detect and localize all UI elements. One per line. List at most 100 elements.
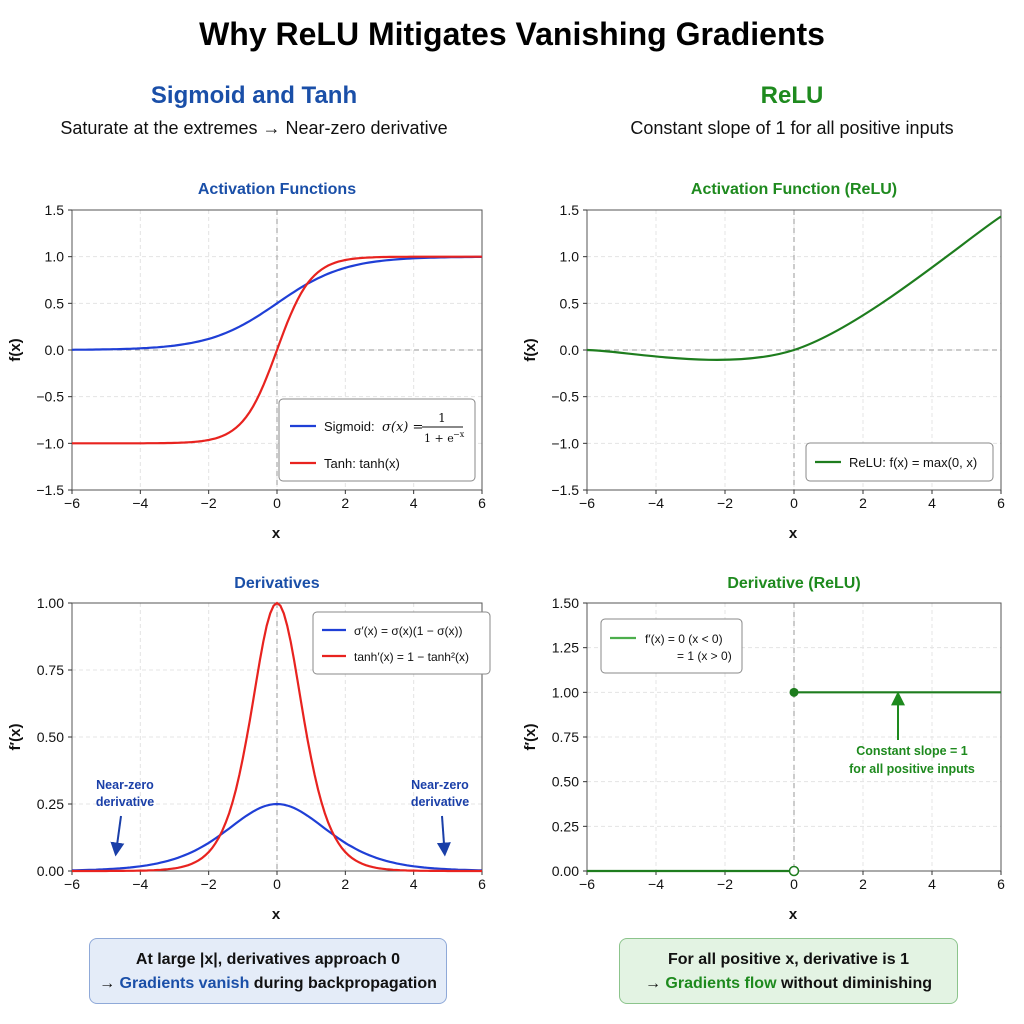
series-line-dtanh: [72, 601, 482, 873]
y-tick-label: 0.75: [552, 729, 579, 745]
legend-label-sigmoid: Sigmoid:: [324, 419, 375, 434]
legend-box: [805, 442, 994, 482]
y-tick-label: 1.25: [552, 640, 579, 656]
chart-title: Activation Functions: [198, 181, 356, 198]
y-tick-label: 0.50: [552, 774, 579, 790]
x-tick-label: 6: [997, 876, 1005, 892]
right-callout-line2: → Gradients flow without diminishing: [620, 972, 957, 996]
y-axis-label: f(x): [522, 338, 539, 361]
left-callout-box: At large |x|, derivatives approach 0 → G…: [89, 938, 447, 1004]
annotation-text-line2: derivative: [411, 795, 469, 809]
x-tick-label: −2: [201, 876, 217, 892]
chart-relu-derivative: Derivative (ReLU) −6 −4 −2 0 2 4 6 0.00 0.25 0.50 0…: [522, 575, 1005, 923]
y-tick-label: 0.25: [37, 796, 64, 812]
y-tick-label: −1.0: [551, 435, 579, 451]
y-tick-label: 1.00: [552, 684, 579, 700]
y-tick-label: 0.5: [45, 295, 65, 311]
left-callout-line2: → Gradients vanish during backpropagatio…: [90, 972, 446, 996]
legend-box: [600, 618, 743, 674]
legend: Sigmoid: σ(x) = 1 1 + e −x Tanh: tanh(x): [278, 398, 476, 482]
y-tick-label: −1.5: [36, 482, 64, 498]
legend-label-dsigmoid: σ′(x) = σ(x)(1 − σ(x)): [354, 624, 462, 638]
x-axis-label: x: [272, 906, 281, 923]
x-tick-label: −2: [717, 876, 733, 892]
right-column-subheading: Constant slope of 1 for all positive inp…: [630, 118, 954, 138]
y-tick-label: −1.0: [36, 435, 64, 451]
legend-box: [312, 611, 491, 675]
annotation-arrow: [436, 815, 451, 857]
closed-point-marker: [789, 687, 799, 697]
x-tick-label: −2: [201, 495, 217, 511]
x-tick-label: 2: [341, 876, 349, 892]
chart-title: Activation Function (ReLU): [691, 181, 897, 198]
x-tick-label: −4: [648, 495, 664, 511]
legend: f′(x) = 0 (x < 0) = 1 (x > 0) Constant slo…: [600, 618, 975, 776]
annotation-arrow: [110, 815, 125, 857]
left-column-subheading: Saturate at the extremes → Near-zero der…: [60, 118, 448, 138]
x-tick-label: −6: [579, 876, 595, 892]
x-tick-label: −2: [717, 495, 733, 511]
annotation-text-line1: Constant slope = 1: [856, 744, 968, 758]
chart-relu-activation: Activation Function (ReLU) −6 −4 −2 0 2 4 6 −1.5…: [522, 181, 1005, 542]
x-tick-label: 6: [478, 876, 486, 892]
x-tick-label: 2: [341, 495, 349, 511]
x-tick-label: 0: [273, 495, 281, 511]
legend: ReLU: f(x) = max(0, x): [805, 442, 994, 482]
x-axis-label: x: [272, 525, 281, 542]
series-line-sigmoid: [71, 255, 482, 351]
annotation-text-line2: for all positive inputs: [849, 762, 975, 776]
x-tick-label: 4: [410, 495, 418, 511]
y-tick-label: 0.75: [37, 662, 64, 678]
x-tick-label: 2: [859, 876, 867, 892]
legend-formula-sigmoid-exponent: −x: [453, 430, 465, 439]
legend-label-tanh: Tanh: tanh(x): [324, 456, 400, 471]
legend-label-dtanh: tanh′(x) = 1 − tanh²(x): [354, 650, 469, 664]
y-tick-label: 0.00: [552, 863, 579, 879]
legend-box: [278, 398, 476, 482]
y-tick-label: 1.00: [37, 595, 64, 611]
right-callout-suffix: without diminishing: [776, 975, 933, 992]
y-axis-label: f′(x): [522, 724, 539, 751]
x-tick-label: −6: [64, 876, 80, 892]
y-tick-label: 0.0: [560, 342, 580, 358]
left-callout-arrow: →: [99, 975, 120, 992]
y-tick-label: 1.5: [45, 202, 65, 218]
legend-line1: f′(x) = 0 (x < 0): [645, 632, 723, 646]
x-tick-label: 2: [859, 495, 867, 511]
x-tick-label: −4: [648, 876, 664, 892]
x-axis-label: x: [789, 525, 798, 542]
series-line: [586, 215, 1002, 361]
y-tick-label: 0.5: [560, 295, 580, 311]
y-tick-label: 1.0: [45, 249, 65, 265]
legend: σ′(x) = σ(x)(1 − σ(x)) tanh′(x) = 1 − tan…: [96, 611, 491, 857]
legend-formula-sigmoid-denominator: 1 + e: [424, 432, 454, 445]
series-line-dsigmoid: [72, 802, 482, 872]
legend-line2: = 1 (x > 0): [677, 649, 732, 663]
y-axis-label: f(x): [7, 338, 24, 361]
open-point-marker: [788, 865, 800, 877]
chart-title: Derivatives: [234, 575, 319, 592]
x-tick-label: 4: [410, 876, 418, 892]
y-tick-label: 1.5: [560, 202, 580, 218]
right-callout-box: For all positive x, derivative is 1 → Gr…: [619, 938, 958, 1004]
y-axis-label: f′(x): [7, 724, 24, 751]
x-tick-label: −4: [132, 495, 148, 511]
right-callout-arrow: →: [644, 975, 666, 992]
x-tick-label: −6: [579, 495, 595, 511]
y-tick-label: 1.0: [560, 249, 580, 265]
left-callout-highlight: Gradients vanish: [119, 975, 250, 992]
x-tick-label: 0: [273, 876, 281, 892]
x-tick-label: 4: [928, 876, 936, 892]
x-tick-label: 6: [478, 495, 486, 511]
x-tick-label: 0: [790, 495, 798, 511]
left-callout-suffix: during backpropagation: [249, 975, 437, 992]
y-tick-label: 0.50: [37, 729, 64, 745]
legend-formula-sigmoid-lhs: σ(x) =: [382, 420, 423, 435]
y-tick-label: −1.5: [551, 482, 579, 498]
legend-formula-sigmoid-numerator: 1: [438, 411, 446, 425]
annotation-text-line2: derivative: [96, 795, 154, 809]
x-tick-label: −6: [64, 495, 80, 511]
annotation-text-line1: Near-zero: [96, 778, 154, 792]
chart-derivatives: Derivatives −6 −4 −2 0 2 4 6 0.00 0.25 0.50 0.75 1.0…: [7, 575, 491, 923]
right-callout-line1: For all positive x, derivative is 1: [668, 951, 909, 968]
